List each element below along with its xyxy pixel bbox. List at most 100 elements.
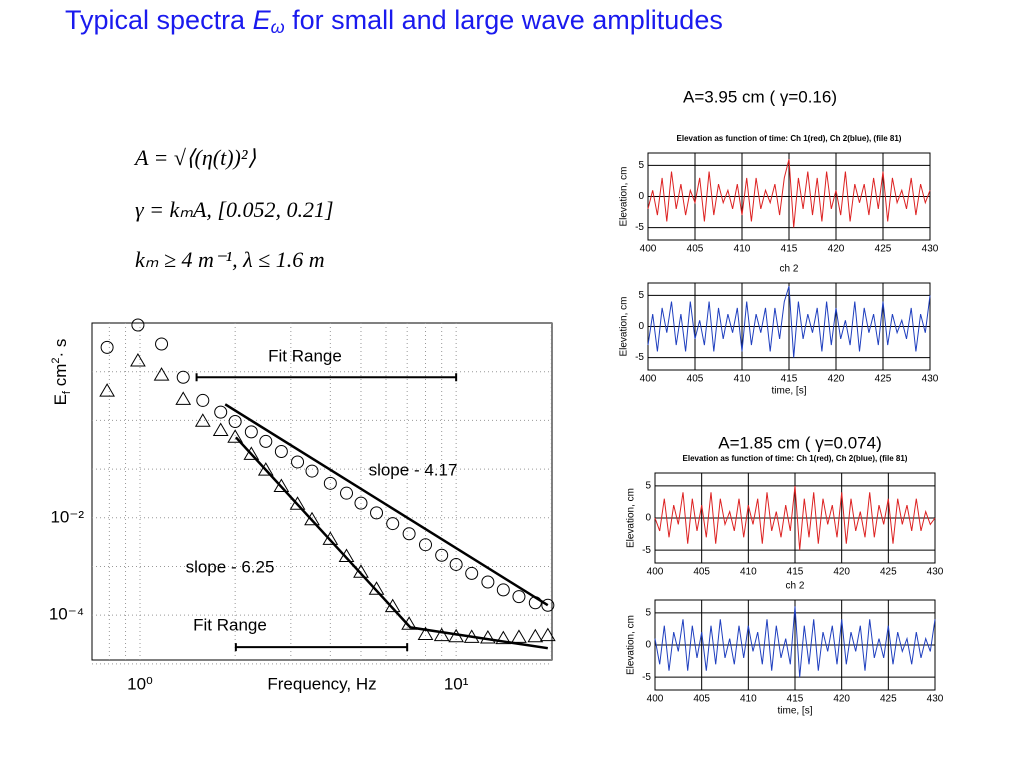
- data-point: [273, 478, 290, 492]
- y-axis-label-part: cm: [51, 364, 70, 391]
- data-point: [353, 564, 369, 578]
- x-axis-label: Frequency, Hz: [267, 674, 376, 693]
- y-axis-label-part: f: [61, 390, 73, 394]
- title-part: E: [253, 5, 272, 35]
- data-point: [291, 455, 305, 469]
- data-point: [512, 590, 526, 604]
- y-axis-label-part: 2: [50, 357, 62, 363]
- y-tick-label: 5: [638, 290, 644, 301]
- x-tick-label: 410: [734, 244, 751, 255]
- x-tick-label: 400: [640, 374, 657, 385]
- annotation: Fit Range: [268, 346, 342, 365]
- data-point: [435, 548, 449, 562]
- y-tick-label: 10⁻²: [50, 507, 84, 526]
- data-point: [196, 393, 210, 407]
- title-part: for small and large wave amplitudes: [285, 5, 723, 35]
- data-point: [214, 405, 228, 419]
- data-point: [228, 414, 242, 428]
- x-tick-label: 400: [647, 694, 664, 705]
- y-axis-label: Elevation, cm: [626, 615, 637, 675]
- data-point: [175, 391, 192, 405]
- y-axis-label: Ef cm2· s: [50, 339, 73, 406]
- x-tick-label: 420: [828, 244, 845, 255]
- series-line: [647, 159, 931, 228]
- x-tick-label: 405: [687, 374, 704, 385]
- data-point: [527, 628, 544, 643]
- data-point: [100, 340, 114, 354]
- panel-heading: A=3.95 cm ( γ=0.16): [683, 87, 837, 106]
- x-tick-label: 410: [734, 374, 751, 385]
- data-point: [338, 548, 355, 563]
- data-point: [528, 596, 542, 610]
- annotation: slope - 4.17: [369, 460, 458, 479]
- x-tick-label: 415: [781, 244, 798, 255]
- x-tick-label: 10¹: [444, 674, 469, 693]
- x-tick-label: 405: [687, 244, 704, 255]
- data-point: [433, 627, 450, 642]
- data-point: [448, 628, 465, 643]
- data-point: [354, 496, 368, 510]
- y-tick-label: 0: [645, 513, 651, 524]
- formula: γ = kₘA, [0.052, 0.21]: [135, 197, 334, 222]
- x-tick-label: 430: [922, 244, 939, 255]
- chart-title: Elevation as function of time: Ch 1(red)…: [677, 134, 902, 143]
- x-tick-label: 420: [828, 374, 845, 385]
- x-tick-label: 430: [927, 567, 944, 578]
- x-tick-label: 430: [927, 694, 944, 705]
- slide-title: Typical spectra Eω for small and large w…: [65, 5, 723, 37]
- data-point: [370, 506, 384, 520]
- data-point: [495, 630, 512, 645]
- data-point: [153, 367, 170, 381]
- x-tick-label: 410: [740, 694, 757, 705]
- data-point: [511, 629, 527, 643]
- data-point: [340, 486, 354, 500]
- range-bar: [234, 643, 409, 652]
- data-point: [449, 557, 463, 571]
- data-point: [480, 629, 496, 644]
- y-axis-label: Elevation, cm: [619, 166, 630, 226]
- y-tick-label: 5: [645, 607, 651, 618]
- annotation: Fit Range: [193, 615, 267, 634]
- fit-line: [224, 403, 549, 607]
- title-part: Typical spectra: [65, 5, 253, 35]
- y-tick-label: -5: [642, 545, 651, 556]
- series-line: [654, 485, 936, 551]
- data-point: [227, 429, 244, 443]
- y-tick-label: 5: [645, 480, 651, 491]
- x-tick-label: 400: [640, 244, 657, 255]
- data-point: [368, 581, 385, 595]
- range-bar: [195, 373, 458, 382]
- y-tick-label: -5: [635, 222, 644, 233]
- data-point: [323, 476, 337, 490]
- panel-heading: A=1.85 cm ( γ=0.074): [718, 433, 881, 452]
- y-tick-label: 10⁻⁴: [49, 605, 84, 624]
- x-tick-label: 405: [693, 694, 710, 705]
- data-point: [131, 318, 145, 332]
- fit-line: [234, 436, 548, 650]
- x-tick-label: 405: [693, 567, 710, 578]
- x-axis-label: time, [s]: [771, 386, 806, 397]
- data-point: [541, 598, 555, 612]
- data-point: [176, 370, 190, 384]
- data-point: [212, 422, 229, 436]
- data-point: [274, 444, 288, 458]
- formula: kₘ ≥ 4 m⁻¹, λ ≤ 1.6 m: [135, 247, 325, 272]
- data-point: [194, 413, 211, 427]
- data-point: [99, 383, 115, 397]
- data-point: [155, 337, 169, 351]
- data-point: [465, 566, 479, 580]
- data-point: [386, 517, 400, 531]
- x-tick-label: 410: [740, 567, 757, 578]
- x-tick-label: 415: [787, 694, 804, 705]
- y-axis-label-part: · s: [51, 339, 70, 358]
- chart-title: ch 2: [786, 581, 805, 592]
- data-point: [417, 626, 434, 641]
- formula: A = √⟨(η(t))²⟩: [133, 145, 256, 170]
- x-tick-label: 415: [781, 374, 798, 385]
- data-point: [244, 425, 258, 439]
- data-point: [402, 527, 416, 541]
- title-part: ω: [271, 17, 285, 37]
- plot-area: [91, 322, 553, 661]
- y-tick-label: -5: [642, 672, 651, 683]
- y-axis-label: Elevation, cm: [619, 296, 630, 356]
